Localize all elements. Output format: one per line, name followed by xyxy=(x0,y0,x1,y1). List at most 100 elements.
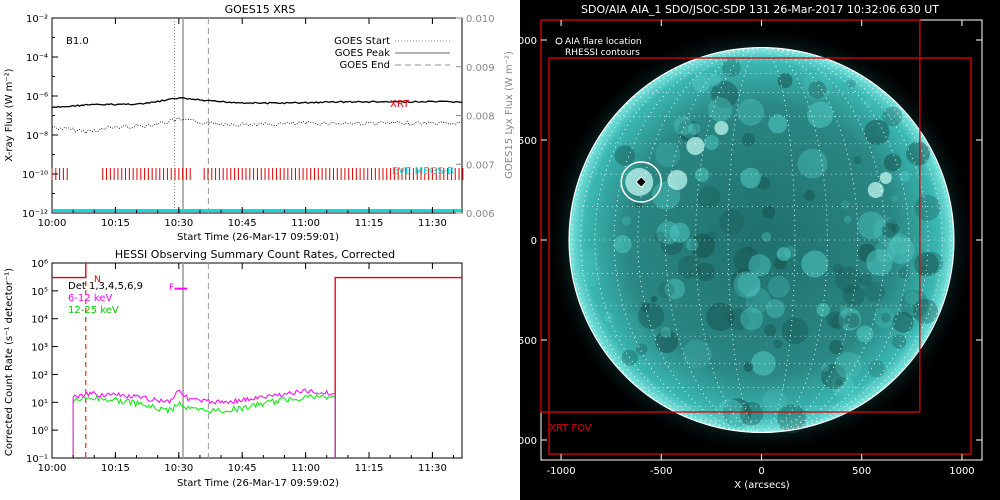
aia-texture-blob xyxy=(829,340,844,355)
aia-texture-blob xyxy=(846,79,856,88)
hessi-y-tick-label: 10² xyxy=(31,370,48,381)
aia-x-tick-label: 1000 xyxy=(949,466,974,477)
aia-active-region xyxy=(714,121,729,135)
goes-y2-tick-label: 0.009 xyxy=(466,63,495,74)
aia-texture-blob xyxy=(766,299,785,318)
hessi-x-tick-label: 11:00 xyxy=(291,463,320,474)
aia-texture-blob xyxy=(762,388,787,413)
aia-texture-blob xyxy=(863,97,874,108)
aia-texture-blob xyxy=(613,235,632,254)
aia-texture-blob xyxy=(918,266,928,276)
aia-texture-blob xyxy=(711,80,739,109)
aia-texture-blob xyxy=(773,339,783,349)
aia-legend: AIA flare location RHESSI contours xyxy=(555,37,642,58)
aia-texture-blob xyxy=(655,142,681,168)
aia-texture-blob xyxy=(826,311,843,329)
aia-texture-blob xyxy=(638,303,665,330)
aia-texture-blob xyxy=(621,216,632,226)
goes-x-tick-label: 10:30 xyxy=(164,218,193,229)
aia-texture-blob xyxy=(838,307,862,331)
aia-y-tick-label: 500 xyxy=(518,136,537,147)
goes-xrt-label: XRT xyxy=(390,99,410,110)
aia-texture-blob xyxy=(745,287,771,314)
aia-texture-blob xyxy=(650,296,658,303)
aia-flare-circle xyxy=(620,161,662,203)
hessi-x-tick-label: 10:15 xyxy=(101,463,130,474)
aia-legend-flare: AIA flare location xyxy=(565,37,642,47)
aia-texture-blob xyxy=(804,189,816,201)
hessi-y-tick-labels: 10⁶ 10⁵ 10⁴ 10³ 10² 10¹ 10⁰ 10⁻¹ xyxy=(26,259,58,465)
aia-texture-blob xyxy=(882,106,903,127)
aia-texture-blob xyxy=(777,404,807,434)
hessi-legend-det: Det 1,3,4,5,6,9 xyxy=(68,281,143,292)
aia-texture-blob xyxy=(685,238,699,251)
aia-texture-blob xyxy=(777,72,793,89)
aia-x-axis-label: X (arcsecs) xyxy=(734,480,790,491)
aia-texture-blob xyxy=(737,273,761,297)
aia-texture-blob xyxy=(580,248,598,266)
aia-texture-blob xyxy=(761,232,772,242)
aia-texture-blob xyxy=(899,171,911,182)
aia-texture-blob xyxy=(844,313,860,328)
hessi-legend-high: 12-25 keV xyxy=(68,305,119,316)
goes-x-tick-label: 10:45 xyxy=(228,218,257,229)
aia-texture-blob xyxy=(856,325,874,343)
aia-texture-blob xyxy=(800,65,807,72)
aia-texture-blob xyxy=(709,74,722,86)
aia-texture-blob xyxy=(784,246,797,258)
aia-texture-blob xyxy=(719,209,745,235)
aia-y-tick-label: 0 xyxy=(531,236,537,247)
goes-series xyxy=(51,18,464,213)
aia-longitude-line xyxy=(664,47,859,433)
aia-y-tick-label: -1000 xyxy=(508,436,537,447)
aia-texture-blob xyxy=(746,246,754,254)
aia-texture-blob xyxy=(853,156,862,165)
goes-title: GOES15 XRS xyxy=(225,3,296,16)
aia-texture-blob xyxy=(669,222,690,243)
aia-texture-blob xyxy=(914,194,941,221)
goes-y-tick-label: 10⁻¹² xyxy=(22,209,48,220)
aia-texture-blob xyxy=(776,247,791,262)
goes-y2-tick-label: 0.006 xyxy=(466,209,495,220)
aia-panel: SDO/AIA AIA_1 SDO/JSOC-SDP 131 26-Mar-20… xyxy=(508,0,1000,500)
aia-texture-blob xyxy=(733,271,761,299)
aia-texture-blob xyxy=(654,231,666,244)
aia-texture-blob xyxy=(640,302,650,312)
aia-texture-blob xyxy=(730,268,758,295)
hessi-marker-f: F xyxy=(169,283,174,293)
aia-texture-blob xyxy=(706,302,735,332)
aia-texture-blob xyxy=(881,223,897,238)
aia-texture-blob xyxy=(694,167,710,182)
goes-x-tick-label: 10:00 xyxy=(38,218,67,229)
aia-texture-blob xyxy=(830,68,846,83)
goes-y2-axis-label: GOES15 Lyx Flux (W m⁻²) xyxy=(504,51,515,179)
aia-texture-blob xyxy=(820,363,830,372)
aia-texture-blob xyxy=(707,97,733,122)
goes-eve-line xyxy=(51,117,463,135)
aia-texture-blob xyxy=(767,275,790,298)
aia-texture-blob xyxy=(866,249,893,276)
goes-legend-start: GOES Start xyxy=(334,36,390,47)
goes-x-tick-label: 11:00 xyxy=(291,218,320,229)
hessi-plot-frame xyxy=(51,262,463,459)
aia-texture-blob xyxy=(614,145,636,166)
aia-texture-blob xyxy=(804,404,823,422)
aia-texture-blob xyxy=(603,312,614,323)
aia-texture-blob xyxy=(660,327,672,338)
aia-legend-flare-marker xyxy=(555,37,563,45)
aia-texture-blob xyxy=(873,307,895,328)
aia-texture-blob xyxy=(715,399,746,429)
aia-texture-blob xyxy=(781,317,809,345)
aia-longitude-line xyxy=(594,47,929,433)
goes-y-tick-label: 10⁻⁸ xyxy=(26,131,48,142)
aia-texture-blob xyxy=(743,362,754,372)
aia-title: SDO/AIA AIA_1 SDO/JSOC-SDP 131 26-Mar-20… xyxy=(581,3,939,16)
hessi-panel: HESSI Observing Summary Count Rates, Cor… xyxy=(4,248,463,489)
aia-texture-blob xyxy=(743,294,753,303)
goes-xrt-line xyxy=(51,97,463,109)
goes-xrs-panel: GOES15 XRS 10:00 10:15 10:30 10:45 11:00 11:1… xyxy=(4,3,515,243)
goes-y-tick-label: 10⁻¹⁰ xyxy=(22,170,48,181)
aia-texture-blob xyxy=(751,351,776,376)
aia-texture-blob xyxy=(664,278,685,300)
aia-texture-blob xyxy=(835,378,843,386)
